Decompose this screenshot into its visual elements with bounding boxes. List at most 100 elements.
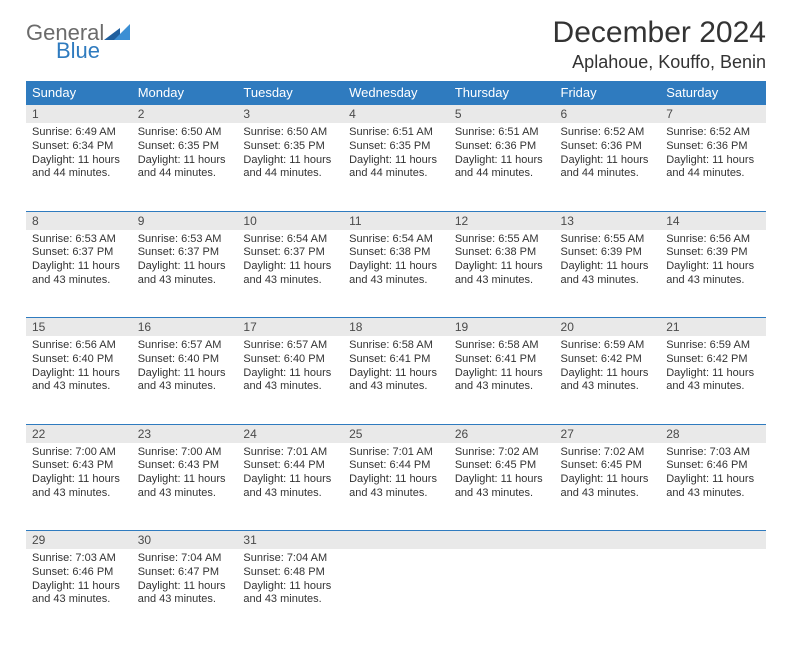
day-details: Sunrise: 6:54 AMSunset: 6:37 PMDaylight:… bbox=[237, 230, 343, 294]
day-number-cell: 20 bbox=[555, 318, 661, 337]
day-number-cell: 6 bbox=[555, 105, 661, 124]
day-details: Sunrise: 7:01 AMSunset: 6:44 PMDaylight:… bbox=[237, 443, 343, 507]
day-number-cell bbox=[555, 531, 661, 550]
day-cell: Sunrise: 6:56 AMSunset: 6:40 PMDaylight:… bbox=[26, 336, 132, 424]
day-number: 6 bbox=[555, 105, 661, 123]
day-number-row: 15161718192021 bbox=[26, 318, 766, 337]
day-cell: Sunrise: 7:01 AMSunset: 6:44 PMDaylight:… bbox=[237, 443, 343, 531]
day-details: Sunrise: 6:57 AMSunset: 6:40 PMDaylight:… bbox=[132, 336, 238, 400]
day-cell: Sunrise: 7:04 AMSunset: 6:48 PMDaylight:… bbox=[237, 549, 343, 637]
day-number: 11 bbox=[343, 212, 449, 230]
day-number: 2 bbox=[132, 105, 238, 123]
day-number-cell: 16 bbox=[132, 318, 238, 337]
day-details: Sunrise: 6:52 AMSunset: 6:36 PMDaylight:… bbox=[555, 123, 661, 187]
day-details: Sunrise: 6:59 AMSunset: 6:42 PMDaylight:… bbox=[555, 336, 661, 400]
day-number-cell: 26 bbox=[449, 424, 555, 443]
day-number bbox=[660, 531, 766, 549]
day-number-cell: 2 bbox=[132, 105, 238, 124]
day-number: 18 bbox=[343, 318, 449, 336]
day-details: Sunrise: 7:02 AMSunset: 6:45 PMDaylight:… bbox=[449, 443, 555, 507]
day-number-cell bbox=[343, 531, 449, 550]
day-cell: Sunrise: 6:55 AMSunset: 6:38 PMDaylight:… bbox=[449, 230, 555, 318]
day-number bbox=[449, 531, 555, 549]
day-details: Sunrise: 6:53 AMSunset: 6:37 PMDaylight:… bbox=[132, 230, 238, 294]
calendar-table: SundayMondayTuesdayWednesdayThursdayFrid… bbox=[26, 81, 766, 637]
day-cell: Sunrise: 6:57 AMSunset: 6:40 PMDaylight:… bbox=[237, 336, 343, 424]
day-details: Sunrise: 6:57 AMSunset: 6:40 PMDaylight:… bbox=[237, 336, 343, 400]
day-number-cell: 14 bbox=[660, 211, 766, 230]
weekday-header: Wednesday bbox=[343, 81, 449, 105]
day-number: 22 bbox=[26, 425, 132, 443]
day-number: 3 bbox=[237, 105, 343, 123]
day-details: Sunrise: 6:49 AMSunset: 6:34 PMDaylight:… bbox=[26, 123, 132, 187]
day-cell: Sunrise: 6:58 AMSunset: 6:41 PMDaylight:… bbox=[449, 336, 555, 424]
day-cell: Sunrise: 6:50 AMSunset: 6:35 PMDaylight:… bbox=[237, 123, 343, 211]
day-number bbox=[555, 531, 661, 549]
day-number: 21 bbox=[660, 318, 766, 336]
day-number-cell: 24 bbox=[237, 424, 343, 443]
day-number-cell: 9 bbox=[132, 211, 238, 230]
day-cell: Sunrise: 7:03 AMSunset: 6:46 PMDaylight:… bbox=[26, 549, 132, 637]
day-number-cell: 5 bbox=[449, 105, 555, 124]
weekday-header: Sunday bbox=[26, 81, 132, 105]
day-number-cell: 28 bbox=[660, 424, 766, 443]
day-cell: Sunrise: 6:53 AMSunset: 6:37 PMDaylight:… bbox=[132, 230, 238, 318]
logo-text: General Blue bbox=[26, 22, 130, 62]
day-number: 14 bbox=[660, 212, 766, 230]
weekday-row: SundayMondayTuesdayWednesdayThursdayFrid… bbox=[26, 81, 766, 105]
day-number: 28 bbox=[660, 425, 766, 443]
day-number: 24 bbox=[237, 425, 343, 443]
day-cell: Sunrise: 6:49 AMSunset: 6:34 PMDaylight:… bbox=[26, 123, 132, 211]
day-details: Sunrise: 6:59 AMSunset: 6:42 PMDaylight:… bbox=[660, 336, 766, 400]
day-cell: Sunrise: 7:00 AMSunset: 6:43 PMDaylight:… bbox=[26, 443, 132, 531]
day-cell: Sunrise: 7:02 AMSunset: 6:45 PMDaylight:… bbox=[449, 443, 555, 531]
day-details: Sunrise: 6:52 AMSunset: 6:36 PMDaylight:… bbox=[660, 123, 766, 187]
day-number: 25 bbox=[343, 425, 449, 443]
day-cell bbox=[449, 549, 555, 637]
day-number-cell: 21 bbox=[660, 318, 766, 337]
day-number-cell: 29 bbox=[26, 531, 132, 550]
day-number-cell: 30 bbox=[132, 531, 238, 550]
day-number: 31 bbox=[237, 531, 343, 549]
day-details: Sunrise: 6:51 AMSunset: 6:36 PMDaylight:… bbox=[449, 123, 555, 187]
day-cell: Sunrise: 7:03 AMSunset: 6:46 PMDaylight:… bbox=[660, 443, 766, 531]
day-number: 4 bbox=[343, 105, 449, 123]
day-body-row: Sunrise: 7:00 AMSunset: 6:43 PMDaylight:… bbox=[26, 443, 766, 531]
day-details: Sunrise: 6:55 AMSunset: 6:39 PMDaylight:… bbox=[555, 230, 661, 294]
day-cell: Sunrise: 6:58 AMSunset: 6:41 PMDaylight:… bbox=[343, 336, 449, 424]
day-details: Sunrise: 6:55 AMSunset: 6:38 PMDaylight:… bbox=[449, 230, 555, 294]
day-number: 12 bbox=[449, 212, 555, 230]
calendar-head: SundayMondayTuesdayWednesdayThursdayFrid… bbox=[26, 81, 766, 105]
day-number-row: 293031 bbox=[26, 531, 766, 550]
calendar-page: General Blue December 2024 Aplahoue, Kou… bbox=[0, 0, 792, 653]
day-number: 19 bbox=[449, 318, 555, 336]
day-number-cell: 12 bbox=[449, 211, 555, 230]
weekday-header: Thursday bbox=[449, 81, 555, 105]
logo: General Blue bbox=[26, 22, 130, 62]
day-details: Sunrise: 6:56 AMSunset: 6:39 PMDaylight:… bbox=[660, 230, 766, 294]
day-number-cell: 8 bbox=[26, 211, 132, 230]
day-body-row: Sunrise: 7:03 AMSunset: 6:46 PMDaylight:… bbox=[26, 549, 766, 637]
day-cell: Sunrise: 6:50 AMSunset: 6:35 PMDaylight:… bbox=[132, 123, 238, 211]
day-cell: Sunrise: 7:04 AMSunset: 6:47 PMDaylight:… bbox=[132, 549, 238, 637]
day-number bbox=[343, 531, 449, 549]
day-cell: Sunrise: 7:02 AMSunset: 6:45 PMDaylight:… bbox=[555, 443, 661, 531]
day-cell: Sunrise: 7:00 AMSunset: 6:43 PMDaylight:… bbox=[132, 443, 238, 531]
day-cell: Sunrise: 6:52 AMSunset: 6:36 PMDaylight:… bbox=[555, 123, 661, 211]
day-details: Sunrise: 6:50 AMSunset: 6:35 PMDaylight:… bbox=[132, 123, 238, 187]
day-number: 20 bbox=[555, 318, 661, 336]
day-number: 16 bbox=[132, 318, 238, 336]
day-cell: Sunrise: 6:59 AMSunset: 6:42 PMDaylight:… bbox=[660, 336, 766, 424]
day-number: 10 bbox=[237, 212, 343, 230]
month-title: December 2024 bbox=[553, 16, 766, 50]
day-number: 15 bbox=[26, 318, 132, 336]
day-number: 5 bbox=[449, 105, 555, 123]
day-number-cell bbox=[660, 531, 766, 550]
day-cell: Sunrise: 6:52 AMSunset: 6:36 PMDaylight:… bbox=[660, 123, 766, 211]
day-details: Sunrise: 6:56 AMSunset: 6:40 PMDaylight:… bbox=[26, 336, 132, 400]
day-number: 30 bbox=[132, 531, 238, 549]
day-number-cell: 19 bbox=[449, 318, 555, 337]
day-number-cell: 1 bbox=[26, 105, 132, 124]
day-cell: Sunrise: 6:54 AMSunset: 6:38 PMDaylight:… bbox=[343, 230, 449, 318]
day-number-cell: 17 bbox=[237, 318, 343, 337]
